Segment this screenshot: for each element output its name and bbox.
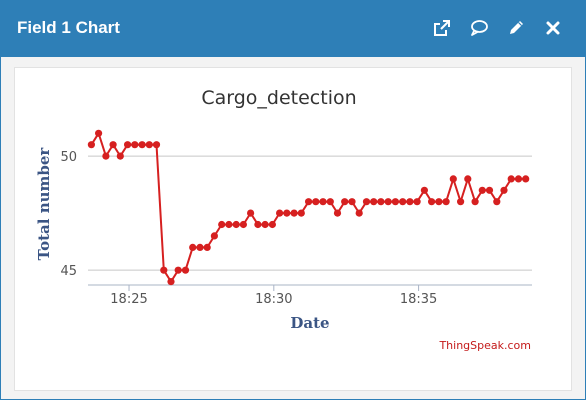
- data-point-7: [138, 141, 146, 149]
- data-point-9: [152, 141, 161, 149]
- data-point-39: [370, 198, 378, 206]
- comment-icon[interactable]: [469, 18, 489, 38]
- data-point-1: [95, 129, 103, 137]
- thingspeak-credit[interactable]: ThingSpeak.com: [438, 339, 531, 352]
- chart-card: [14, 67, 572, 391]
- data-point-12: [174, 266, 182, 274]
- x-tick-label-1825: 18:25: [110, 292, 147, 307]
- data-point-14: [189, 243, 197, 251]
- data-point-17: [210, 232, 218, 240]
- data-point-58: [507, 175, 515, 183]
- data-point-47: [428, 198, 436, 206]
- x-tick-label-1830: 18:30: [255, 292, 292, 307]
- data-point-41: [384, 198, 392, 206]
- data-point-44: [406, 198, 414, 206]
- data-point-10: [160, 266, 168, 274]
- header-toolbar: [432, 18, 563, 38]
- data-point-60: [522, 175, 530, 183]
- series-points: [87, 129, 530, 286]
- data-point-45: [413, 198, 421, 206]
- data-point-30: [305, 198, 313, 206]
- data-point-55: [485, 186, 494, 194]
- data-point-18: [218, 220, 226, 229]
- data-point-51: [457, 198, 465, 206]
- data-point-20: [232, 220, 240, 229]
- data-point-42: [391, 198, 399, 206]
- x-axis: 18:25 18:30 18:35: [88, 284, 532, 307]
- y-tick-label-45: 45: [60, 264, 77, 279]
- data-point-22: [247, 209, 255, 217]
- data-point-33: [326, 198, 334, 206]
- series-path: [90, 132, 526, 283]
- x-tick-label-1835: 18:35: [400, 292, 437, 307]
- data-point-49: [442, 198, 450, 206]
- data-point-2: [102, 152, 110, 160]
- series-line: [90, 132, 526, 283]
- data-point-53: [471, 198, 479, 206]
- data-point-54: [478, 186, 486, 194]
- data-point-26: [276, 209, 284, 217]
- y-tick-label-50: 50: [60, 150, 77, 165]
- data-point-31: [312, 198, 320, 206]
- data-point-46: [420, 186, 428, 194]
- data-point-24: [261, 220, 269, 229]
- data-point-32: [319, 198, 327, 206]
- data-point-6: [131, 141, 139, 149]
- data-point-36: [348, 198, 356, 206]
- chart-title: Cargo_detection: [201, 87, 356, 109]
- data-point-38: [362, 198, 371, 206]
- widget-title: Field 1 Chart: [17, 18, 120, 37]
- widget-header: Field 1 Chart: [1, 1, 585, 57]
- data-point-28: [290, 209, 298, 217]
- data-point-37: [355, 209, 363, 217]
- data-point-35: [341, 198, 349, 206]
- data-point-0: [87, 141, 95, 149]
- data-point-43: [399, 198, 407, 206]
- data-point-27: [283, 209, 291, 217]
- data-point-25: [268, 220, 276, 229]
- data-point-19: [225, 220, 233, 229]
- data-point-23: [254, 220, 262, 229]
- data-point-57: [500, 186, 508, 194]
- data-point-3: [109, 141, 117, 149]
- data-point-15: [196, 243, 204, 251]
- data-point-21: [239, 220, 247, 229]
- data-point-5: [124, 141, 132, 149]
- data-point-11: [167, 278, 175, 286]
- data-point-13: [181, 266, 190, 274]
- data-point-59: [514, 175, 523, 183]
- pencil-icon[interactable]: [506, 18, 526, 38]
- external-link-icon[interactable]: [432, 18, 452, 38]
- data-point-52: [464, 175, 472, 183]
- widget-body: [1, 57, 585, 399]
- data-point-48: [435, 198, 443, 206]
- data-point-50: [449, 175, 457, 183]
- x-axis-title: Date: [290, 314, 329, 332]
- data-point-8: [145, 141, 153, 149]
- data-point-40: [377, 198, 385, 206]
- y-axis-title: Total number: [35, 147, 53, 261]
- data-point-16: [203, 243, 211, 251]
- data-point-34: [333, 209, 342, 217]
- close-icon[interactable]: [543, 18, 563, 38]
- data-point-56: [493, 198, 501, 206]
- data-point-4: [116, 152, 124, 160]
- grid-lines: [88, 155, 532, 271]
- y-axis-ticks: 45 50: [60, 150, 77, 279]
- data-point-29: [297, 209, 305, 217]
